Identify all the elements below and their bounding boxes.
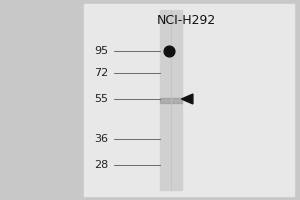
Text: 72: 72	[94, 68, 108, 78]
Text: 95: 95	[94, 46, 108, 56]
Text: 28: 28	[94, 160, 108, 170]
Text: 36: 36	[94, 134, 108, 144]
Bar	[84, 4, 294, 196]
Bar	[160, 98, 182, 103]
Bar	[160, 10, 182, 190]
Text: NCI-H292: NCI-H292	[156, 14, 216, 27]
Polygon shape	[182, 94, 193, 104]
Text: 55: 55	[94, 94, 108, 104]
Point	[167, 49, 172, 53]
